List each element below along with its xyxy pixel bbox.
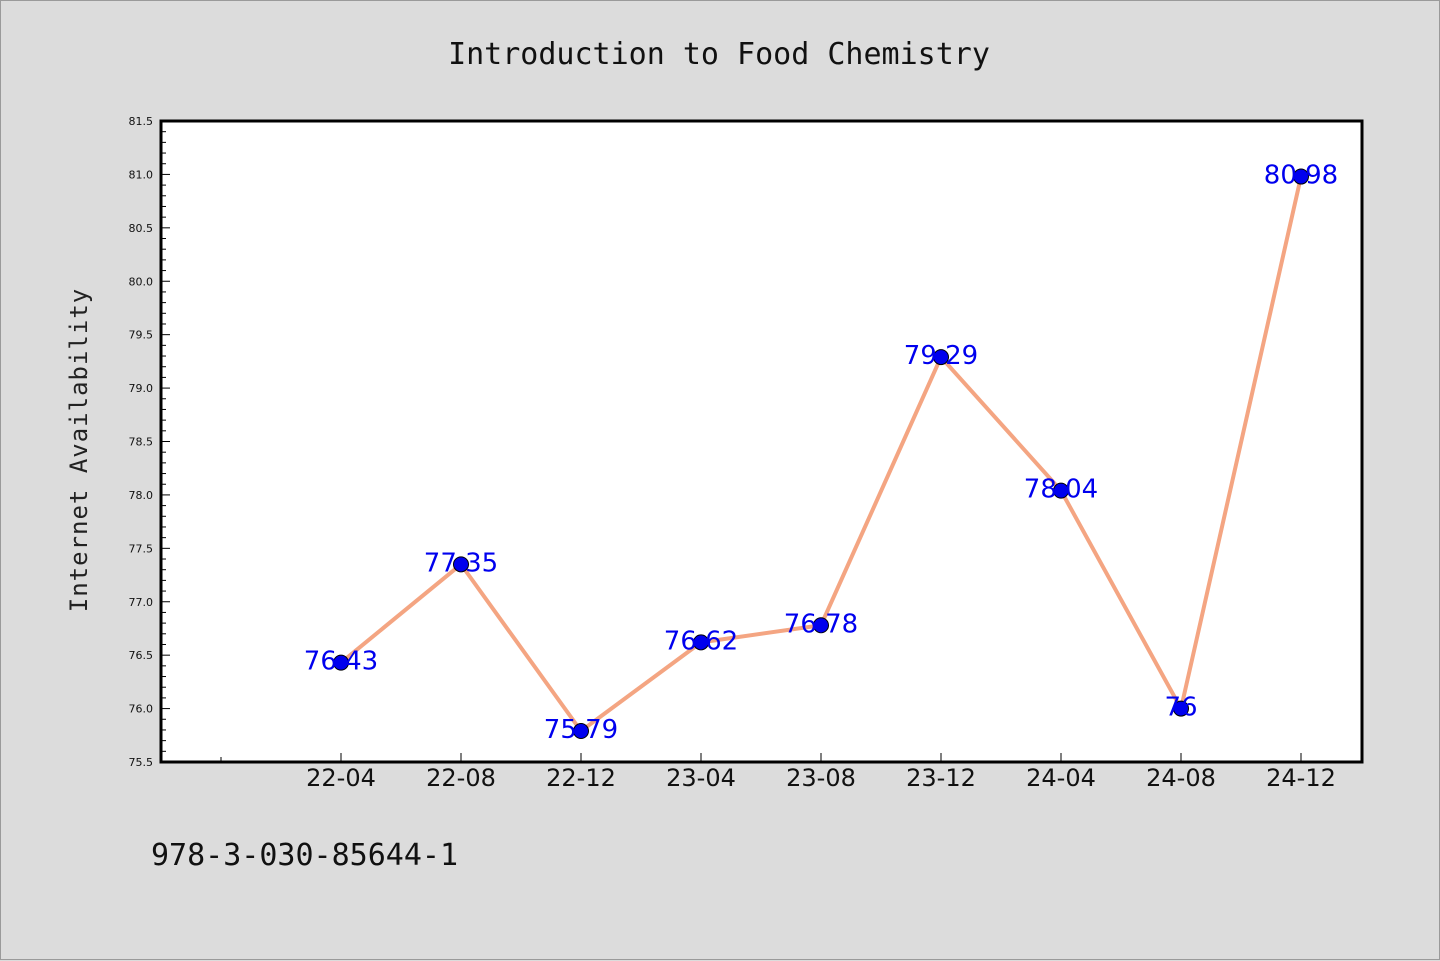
series-line-group — [333, 168, 1309, 740]
y-tick-label: 76.5 — [129, 649, 154, 662]
data-label-group: 76.43 77.35 75.79 76.62 76.78 79.29 78.04 76 80.… — [304, 161, 1338, 745]
y-tick-label: 80.0 — [129, 275, 154, 288]
y-tick-label: 76.0 — [129, 703, 154, 716]
y-tick-label: 81.0 — [129, 168, 154, 181]
x-tick-label: 22-08 — [426, 764, 496, 792]
y-tick-label: 80.5 — [129, 222, 154, 235]
x-tick-label: 22-04 — [306, 764, 376, 792]
x-tick-label: 24-04 — [1026, 764, 1096, 792]
data-point — [1173, 700, 1189, 717]
y-tick-label: 78.5 — [129, 436, 154, 449]
data-point — [813, 617, 829, 634]
x-tick-label: 23-12 — [906, 764, 976, 792]
y-axis-label: Internet Availability — [65, 288, 93, 612]
data-label: 75.79 — [544, 715, 618, 745]
y-tick-label: 79.5 — [129, 329, 154, 342]
data-point — [933, 349, 949, 366]
y-tick-label: 77.0 — [129, 596, 154, 609]
data-label: 76.78 — [784, 609, 858, 639]
data-label: 76.62 — [664, 626, 738, 656]
x-tick-label: 24-12 — [1266, 764, 1336, 792]
data-point — [693, 634, 709, 651]
data-point — [453, 556, 469, 573]
y-axis: 75.5 76.0 76.5 77.0 77.5 78.0 78.5 79.0 79.5 80.0… — [129, 115, 170, 769]
x-tick-label: 22-12 — [546, 764, 616, 792]
x-axis: 22-04 22-08 22-12 23-04 23-08 23-12 24-04 24-08… — [220, 753, 1336, 792]
data-point — [573, 723, 589, 740]
y-tick-label: 81.5 — [129, 115, 154, 128]
y-tick-label: 79.0 — [129, 382, 154, 395]
y-tick-label: 78.0 — [129, 489, 154, 502]
data-label: 79.29 — [904, 341, 978, 371]
data-point — [333, 654, 349, 671]
y-tick-label: 75.5 — [129, 756, 154, 769]
data-label: 78.04 — [1024, 475, 1098, 505]
data-label: 80.98 — [1264, 161, 1338, 191]
isbn-footer: 978-3-030-85644-1 — [151, 838, 458, 873]
data-label: 76.43 — [304, 647, 378, 677]
x-tick-label: 24-08 — [1146, 764, 1216, 792]
data-label: 76 — [1164, 693, 1197, 723]
y-tick-label: 77.5 — [129, 542, 154, 555]
data-point — [1293, 168, 1309, 185]
plot-area — [159, 119, 1364, 764]
data-label: 77.35 — [424, 548, 498, 578]
data-point — [1053, 482, 1069, 499]
chart-title: Introduction to Food Chemistry — [448, 37, 990, 72]
x-tick-label: 23-04 — [666, 764, 736, 792]
x-tick-label: 23-08 — [786, 764, 856, 792]
